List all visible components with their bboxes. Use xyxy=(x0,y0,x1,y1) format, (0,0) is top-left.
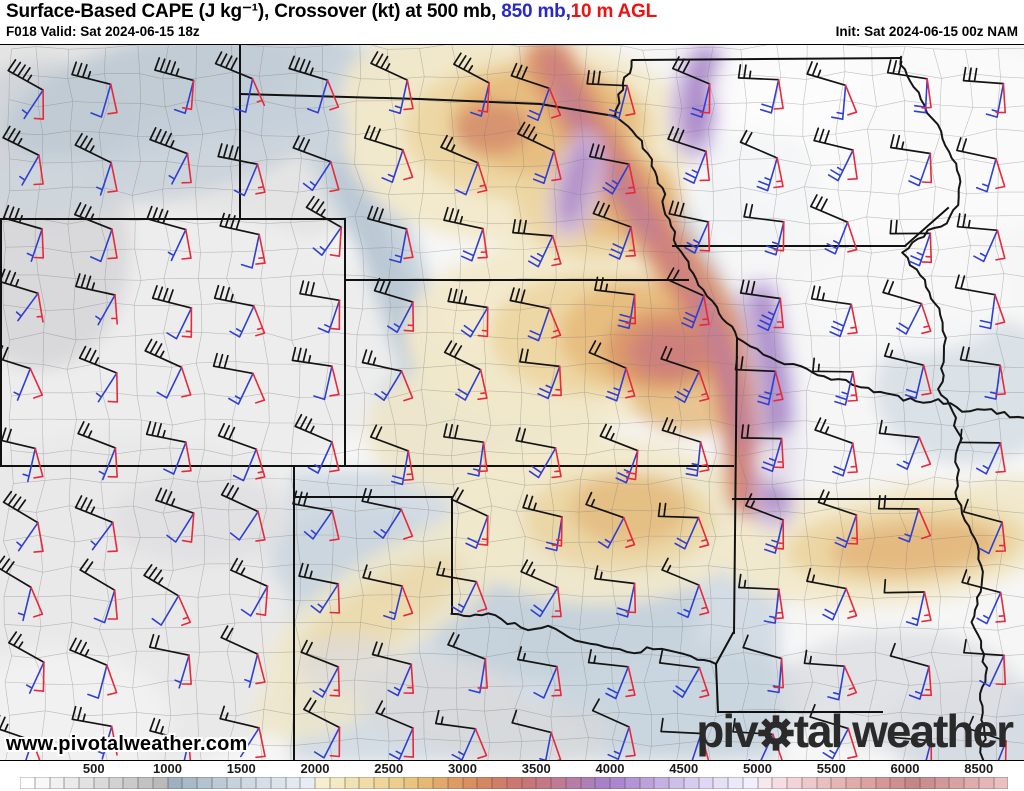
forecast-valid-time: F018 Valid: Sat 2024-06-15 18z xyxy=(6,24,200,39)
colorbar-cell xyxy=(138,777,153,789)
colorbar-cell xyxy=(610,777,625,789)
colorbar-cell xyxy=(816,777,832,789)
cape-map-image xyxy=(0,45,1024,760)
colorbar-cell xyxy=(536,777,551,789)
colorbar-cell xyxy=(241,777,256,789)
colorbar-cell xyxy=(433,777,448,789)
header: Surface-Based CAPE (J kg⁻¹), Crossover (… xyxy=(0,0,1024,45)
colorbar-cell xyxy=(683,777,699,789)
colorbar-label: 500 xyxy=(82,761,105,776)
colorbar-cell xyxy=(860,777,876,789)
logo-text-piv: piv xyxy=(696,705,758,757)
colorbar-cell xyxy=(462,777,478,789)
colorbar-swatches xyxy=(20,777,1009,789)
title-main: Surface-Based CAPE (J kg⁻¹), Crossover (… xyxy=(6,1,502,22)
colorbar-cell xyxy=(624,777,640,789)
colorbar-cell xyxy=(521,777,537,789)
colorbar-cell xyxy=(978,777,994,789)
watermark: www.pivotalweather.com xyxy=(6,733,248,755)
model-init-time: Init: Sat 2024-06-15 00z NAM xyxy=(835,24,1018,39)
colorbar-cell xyxy=(890,777,905,789)
colorbar-label: 2000 xyxy=(300,761,330,776)
colorbar-cell xyxy=(447,777,463,789)
colorbar-label: 5000 xyxy=(743,761,772,776)
colorbar-cell xyxy=(359,777,374,789)
colorbar-cell xyxy=(477,777,492,789)
colorbar-cell xyxy=(831,777,846,789)
colorbar-cell xyxy=(565,777,581,789)
colorbar-cell xyxy=(580,777,596,789)
colorbar-cell xyxy=(211,777,227,789)
colorbar-cell xyxy=(108,777,124,789)
colorbar-cell xyxy=(79,777,94,789)
colorbar-cell xyxy=(905,777,920,789)
colorbar-cell xyxy=(226,777,242,789)
colorbar-label: 1500 xyxy=(226,761,256,776)
colorbar-cell xyxy=(388,777,404,789)
colorbar-label: 4500 xyxy=(669,761,699,776)
colorbar-cell xyxy=(654,777,669,789)
colorbar-cell xyxy=(934,777,950,789)
colorbar-cell xyxy=(506,777,522,789)
colorbar-cell xyxy=(344,777,360,789)
colorbar-cell xyxy=(875,777,891,789)
colorbar-cell xyxy=(964,777,979,789)
colorbar-cell xyxy=(595,777,610,789)
colorbar-cell xyxy=(403,777,419,789)
colorbar-cell xyxy=(20,777,35,789)
colorbar-cell xyxy=(49,777,65,789)
colorbar-label: 1000 xyxy=(153,761,182,776)
colorbar-cell xyxy=(93,777,109,789)
colorbar-cell xyxy=(757,777,773,789)
colorbar-cell xyxy=(639,777,655,789)
title-850mb: 850 mb, xyxy=(501,1,571,22)
map-canvas: www.pivotalweather.com piv tal weather xyxy=(0,45,1024,761)
colorbar-cell xyxy=(182,777,197,789)
colorbar-cell xyxy=(787,777,802,789)
colorbar-cell xyxy=(418,777,433,789)
colorbar-cell xyxy=(374,777,389,789)
colorbar-cell xyxy=(34,777,50,789)
colorbar-cell xyxy=(167,777,183,789)
logo-text-tal-weather: tal weather xyxy=(793,705,1014,757)
colorbar-cell xyxy=(315,777,330,789)
colorbar-cell xyxy=(270,777,286,789)
colorbar-label: 3500 xyxy=(521,761,551,776)
colorbar-label: 3000 xyxy=(448,761,477,776)
colorbar-cell xyxy=(772,777,787,789)
colorbar-label: 6000 xyxy=(890,761,920,776)
colorbar-cell xyxy=(919,777,935,789)
colorbar-label: 8500 xyxy=(964,761,994,776)
gear-icon xyxy=(758,715,794,751)
colorbar-label: 5500 xyxy=(816,761,846,776)
colorbar-cell xyxy=(846,777,861,789)
colorbar-cell xyxy=(742,777,758,789)
colorbar-cell xyxy=(329,777,345,789)
pivotal-weather-logo: piv tal weather xyxy=(696,705,1014,757)
colorbar-cell xyxy=(492,777,507,789)
colorbar-cell xyxy=(152,777,168,789)
colorbar-cell xyxy=(669,777,684,789)
colorbar-label: 2500 xyxy=(374,761,404,776)
colorbar-cell xyxy=(285,777,301,789)
page-title: Surface-Based CAPE (J kg⁻¹), Crossover (… xyxy=(6,0,657,23)
colorbar-cell xyxy=(123,777,138,789)
colorbar-cell xyxy=(256,777,271,789)
colorbar-cell xyxy=(197,777,212,789)
colorbar-label: 4000 xyxy=(595,761,625,776)
colorbar-cell xyxy=(698,777,714,789)
colorbar-cell xyxy=(64,777,79,789)
colorbar-cell xyxy=(728,777,743,789)
colorbar-cell xyxy=(551,777,566,789)
colorbar-cell xyxy=(713,777,728,789)
colorbar-cell xyxy=(300,777,315,789)
colorbar-cell xyxy=(801,777,817,789)
colorbar-cell xyxy=(993,777,1009,789)
title-10m-agl: 10 m AGL xyxy=(570,1,658,22)
colorbar-cell xyxy=(949,777,964,789)
cape-colorbar: 500 1000 1500 2000 2500 3000 3500 4000 4500 5000 5… xyxy=(0,761,1024,791)
